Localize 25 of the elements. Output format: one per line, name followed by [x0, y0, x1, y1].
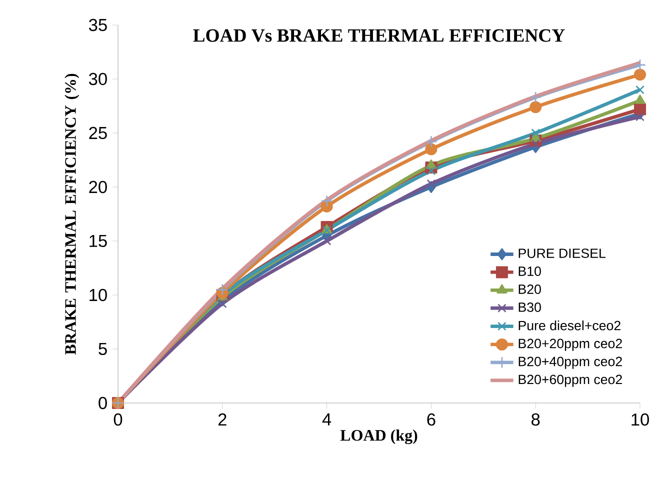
legend-label: B20+40ppm ceo2: [518, 356, 622, 369]
chart-title: LOAD Vs BRAKE THERMAL EFFICIENCY: [193, 29, 565, 42]
legend-label: B30: [518, 302, 541, 312]
y-axis-title: BRAKE THERMAL EFFICIENCY (%): [64, 74, 80, 355]
x-tick-label: 0: [114, 413, 122, 426]
y-tick-label: 30: [88, 72, 107, 86]
legend-label: B10: [518, 266, 541, 276]
y-tick-label: 35: [88, 18, 107, 32]
x-tick-label: 8: [532, 413, 540, 426]
x-tick-label: 4: [322, 413, 332, 426]
legend-label: Pure diesel+ceo2: [518, 320, 620, 330]
legend-label: B20: [518, 284, 541, 294]
legend-label: B20+60ppm ceo2: [518, 374, 622, 387]
x-axis-title: LOAD (kg): [340, 429, 418, 444]
x-tick-label: 10: [632, 413, 649, 426]
y-tick-label: 10: [90, 288, 107, 302]
y-tick-label: 0: [98, 396, 107, 410]
x-tick-label: 6: [427, 413, 436, 426]
y-tick-label: 15: [90, 234, 107, 248]
legend-label: B20+20ppm ceo2: [518, 338, 622, 351]
y-tick-label: 25: [89, 126, 107, 140]
y-tick-label: 5: [98, 342, 107, 356]
x-tick-label: 2: [218, 413, 226, 426]
legend-label: PURE DIESEL: [518, 248, 606, 258]
y-tick-label: 20: [89, 180, 107, 194]
